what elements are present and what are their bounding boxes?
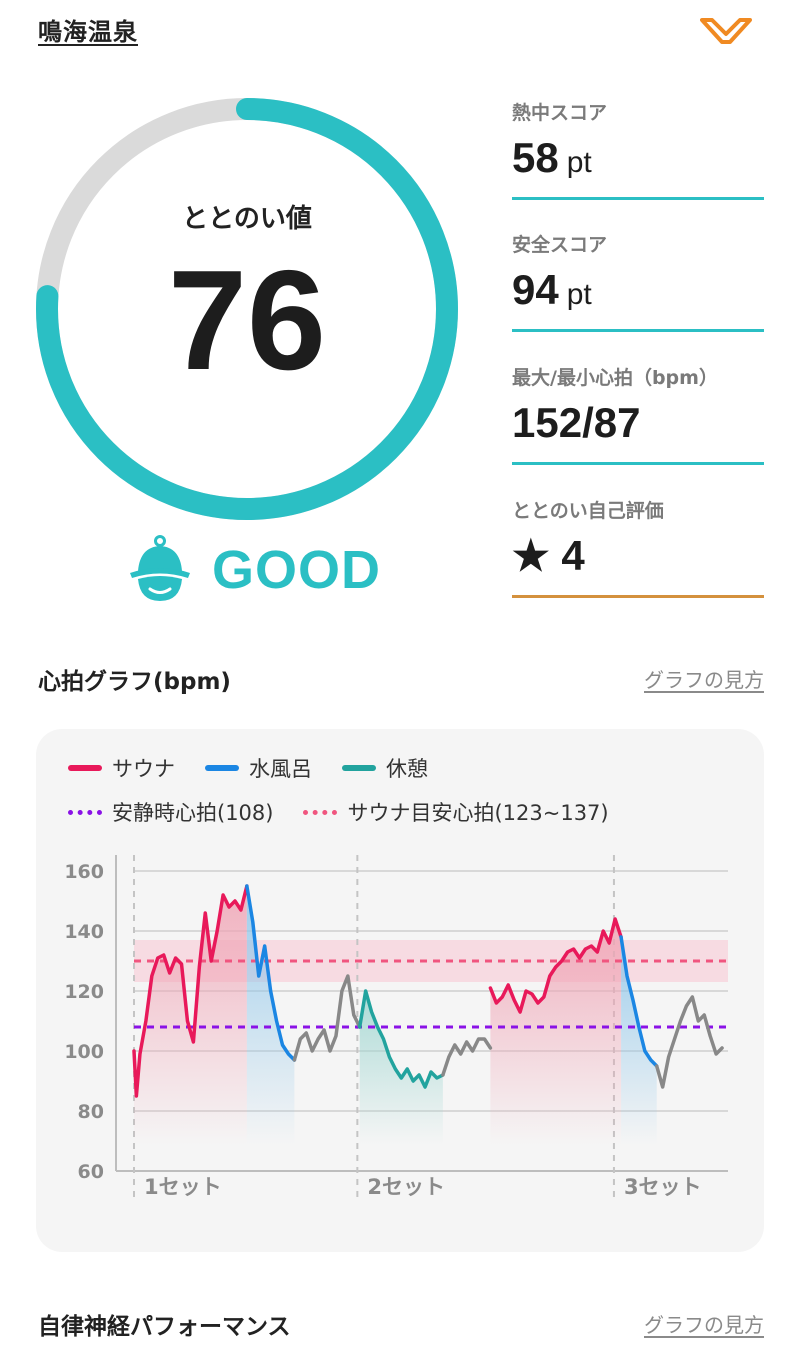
legend-item-target-hr: サウナ目安心拍(123~137) — [303, 797, 609, 827]
metric-label: ととのい自己評価 — [512, 500, 664, 522]
score-label: ととのい値 — [182, 204, 312, 234]
legend-item-sauna: サウナ — [68, 753, 175, 783]
brand-v-logo-icon[interactable] — [700, 16, 752, 46]
series-line-sauna — [132, 884, 249, 1098]
legend-label: サウナ目安心拍(123~137) — [347, 801, 609, 825]
y-tick-label: 120 — [64, 981, 104, 1003]
metric-divider — [512, 595, 764, 598]
metric-value: 58 pt — [512, 134, 592, 181]
metric-label: 熱中スコア — [512, 102, 608, 124]
metric-divider — [512, 197, 764, 200]
legend-item-resting-hr: 安静時心拍(108) — [68, 797, 273, 827]
legend-swatch — [68, 809, 102, 815]
gauge-progress-arc — [36, 98, 458, 520]
legend-label: 安静時心拍(108) — [112, 801, 274, 825]
rating-indicator: GOOD — [128, 532, 381, 608]
metric-divider — [512, 462, 764, 465]
series-area-sauna — [490, 919, 622, 1145]
series-area-sauna — [134, 886, 247, 1145]
legend-swatch — [303, 809, 338, 815]
series-line-transition — [441, 1037, 493, 1077]
series-line-transition — [654, 995, 724, 1089]
score-value: 76 — [168, 241, 326, 400]
set-marker-label: 1セット — [144, 1175, 222, 1199]
chart-legend-references: 安静時心拍(108) サウナ目安心拍(123~137) — [68, 797, 639, 827]
score-gauge — [36, 98, 458, 520]
series-area-rest — [359, 991, 443, 1145]
series-line-cold — [245, 884, 297, 1062]
series-line-cold — [619, 935, 659, 1068]
heart-graph-help-link[interactable]: グラフの見方 — [644, 668, 764, 692]
legend-item-rest: 休憩 — [342, 753, 428, 783]
y-tick-label: 140 — [64, 921, 104, 943]
heart-graph-title: 心拍グラフ(bpm) — [38, 669, 231, 695]
metric-safety-score: 安全スコア 94 pt — [512, 230, 764, 332]
metric-label: 最大/最小心拍（bpm） — [512, 367, 718, 389]
metric-label: 安全スコア — [512, 234, 608, 256]
facility-name[interactable]: 鳴海温泉 — [38, 18, 138, 46]
y-tick-label: 80 — [78, 1101, 104, 1123]
series-line-sauna — [488, 917, 623, 1014]
legend-item-cold-bath: 水風呂 — [205, 753, 312, 783]
heart-rate-chart-card: サウナ 水風呂 休憩 安静時心拍(108) サウナ目安心拍(123~137) 6… — [36, 729, 764, 1252]
autonomic-help-link[interactable]: グラフの見方 — [644, 1313, 764, 1337]
legend-label: 水風呂 — [249, 757, 312, 781]
metric-value: 152/87 — [512, 399, 641, 446]
y-tick-label: 100 — [64, 1041, 104, 1063]
heart-rate-chart: 60 80 100 120 140 160 1セット 2セット 3セット — [64, 855, 728, 1199]
set-marker-label: 3セット — [624, 1175, 702, 1199]
set-marker-label: 2セット — [367, 1175, 445, 1199]
series-line-transition — [292, 974, 362, 1062]
legend-swatch — [68, 765, 102, 771]
metric-self-rating[interactable]: ととのい自己評価 ★ 4 — [512, 496, 764, 598]
series-line-rest — [357, 989, 445, 1089]
legend-label: サウナ — [112, 757, 175, 781]
metric-heart-rate-range: 最大/最小心拍（bpm） 152/87 — [512, 363, 764, 465]
metric-divider — [512, 329, 764, 332]
metric-heat-score: 熱中スコア 58 pt — [512, 98, 764, 200]
sauna-hat-face-icon — [130, 535, 190, 601]
metric-value: 94 pt — [512, 266, 592, 313]
autonomic-performance-title: 自律神経パフォーマンス — [38, 1314, 291, 1340]
metric-value: ★ 4 — [512, 532, 585, 579]
legend-label: 休憩 — [386, 757, 428, 781]
chart-legend-phases: サウナ 水風呂 休憩 — [68, 753, 458, 783]
y-tick-label: 60 — [78, 1161, 104, 1183]
series-area-cold — [246, 886, 295, 1145]
rating-text: GOOD — [212, 540, 382, 600]
y-tick-label: 160 — [64, 861, 104, 883]
legend-swatch — [342, 765, 376, 771]
legend-swatch — [205, 765, 239, 771]
